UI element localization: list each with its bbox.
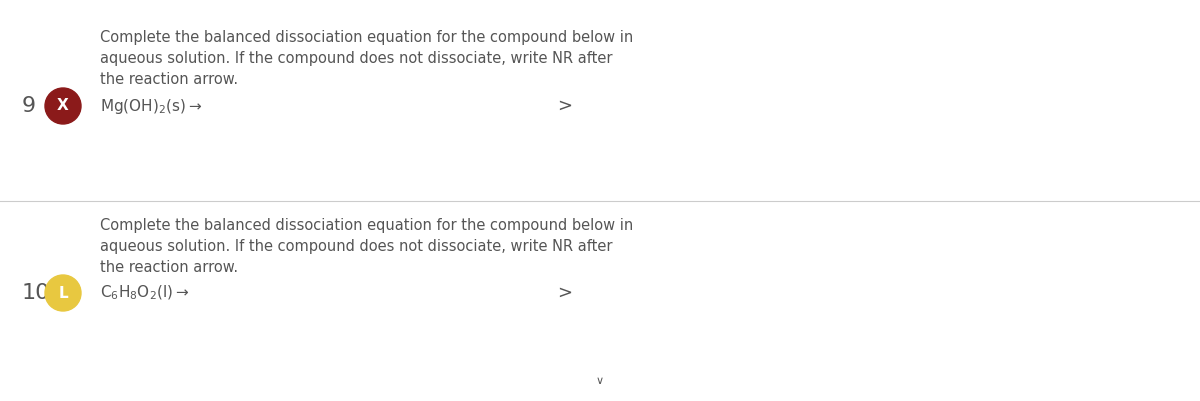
Text: >: > — [558, 284, 572, 302]
Text: >: > — [558, 97, 572, 115]
Text: Complete the balanced dissociation equation for the compound below in
aqueous so: Complete the balanced dissociation equat… — [100, 30, 634, 87]
Text: Complete the balanced dissociation equation for the compound below in
aqueous so: Complete the balanced dissociation equat… — [100, 218, 634, 275]
Text: 9: 9 — [22, 96, 36, 116]
Ellipse shape — [46, 275, 82, 311]
Text: 10: 10 — [22, 283, 50, 303]
Text: $\mathrm{Mg(OH)_2(s) \rightarrow}$: $\mathrm{Mg(OH)_2(s) \rightarrow}$ — [100, 97, 203, 115]
Text: ∨: ∨ — [596, 376, 604, 386]
Text: $\mathrm{C_6H_8O_2(l) \rightarrow}$: $\mathrm{C_6H_8O_2(l) \rightarrow}$ — [100, 284, 190, 302]
Text: L: L — [58, 286, 68, 300]
Ellipse shape — [46, 88, 82, 124]
Text: X: X — [58, 99, 68, 113]
